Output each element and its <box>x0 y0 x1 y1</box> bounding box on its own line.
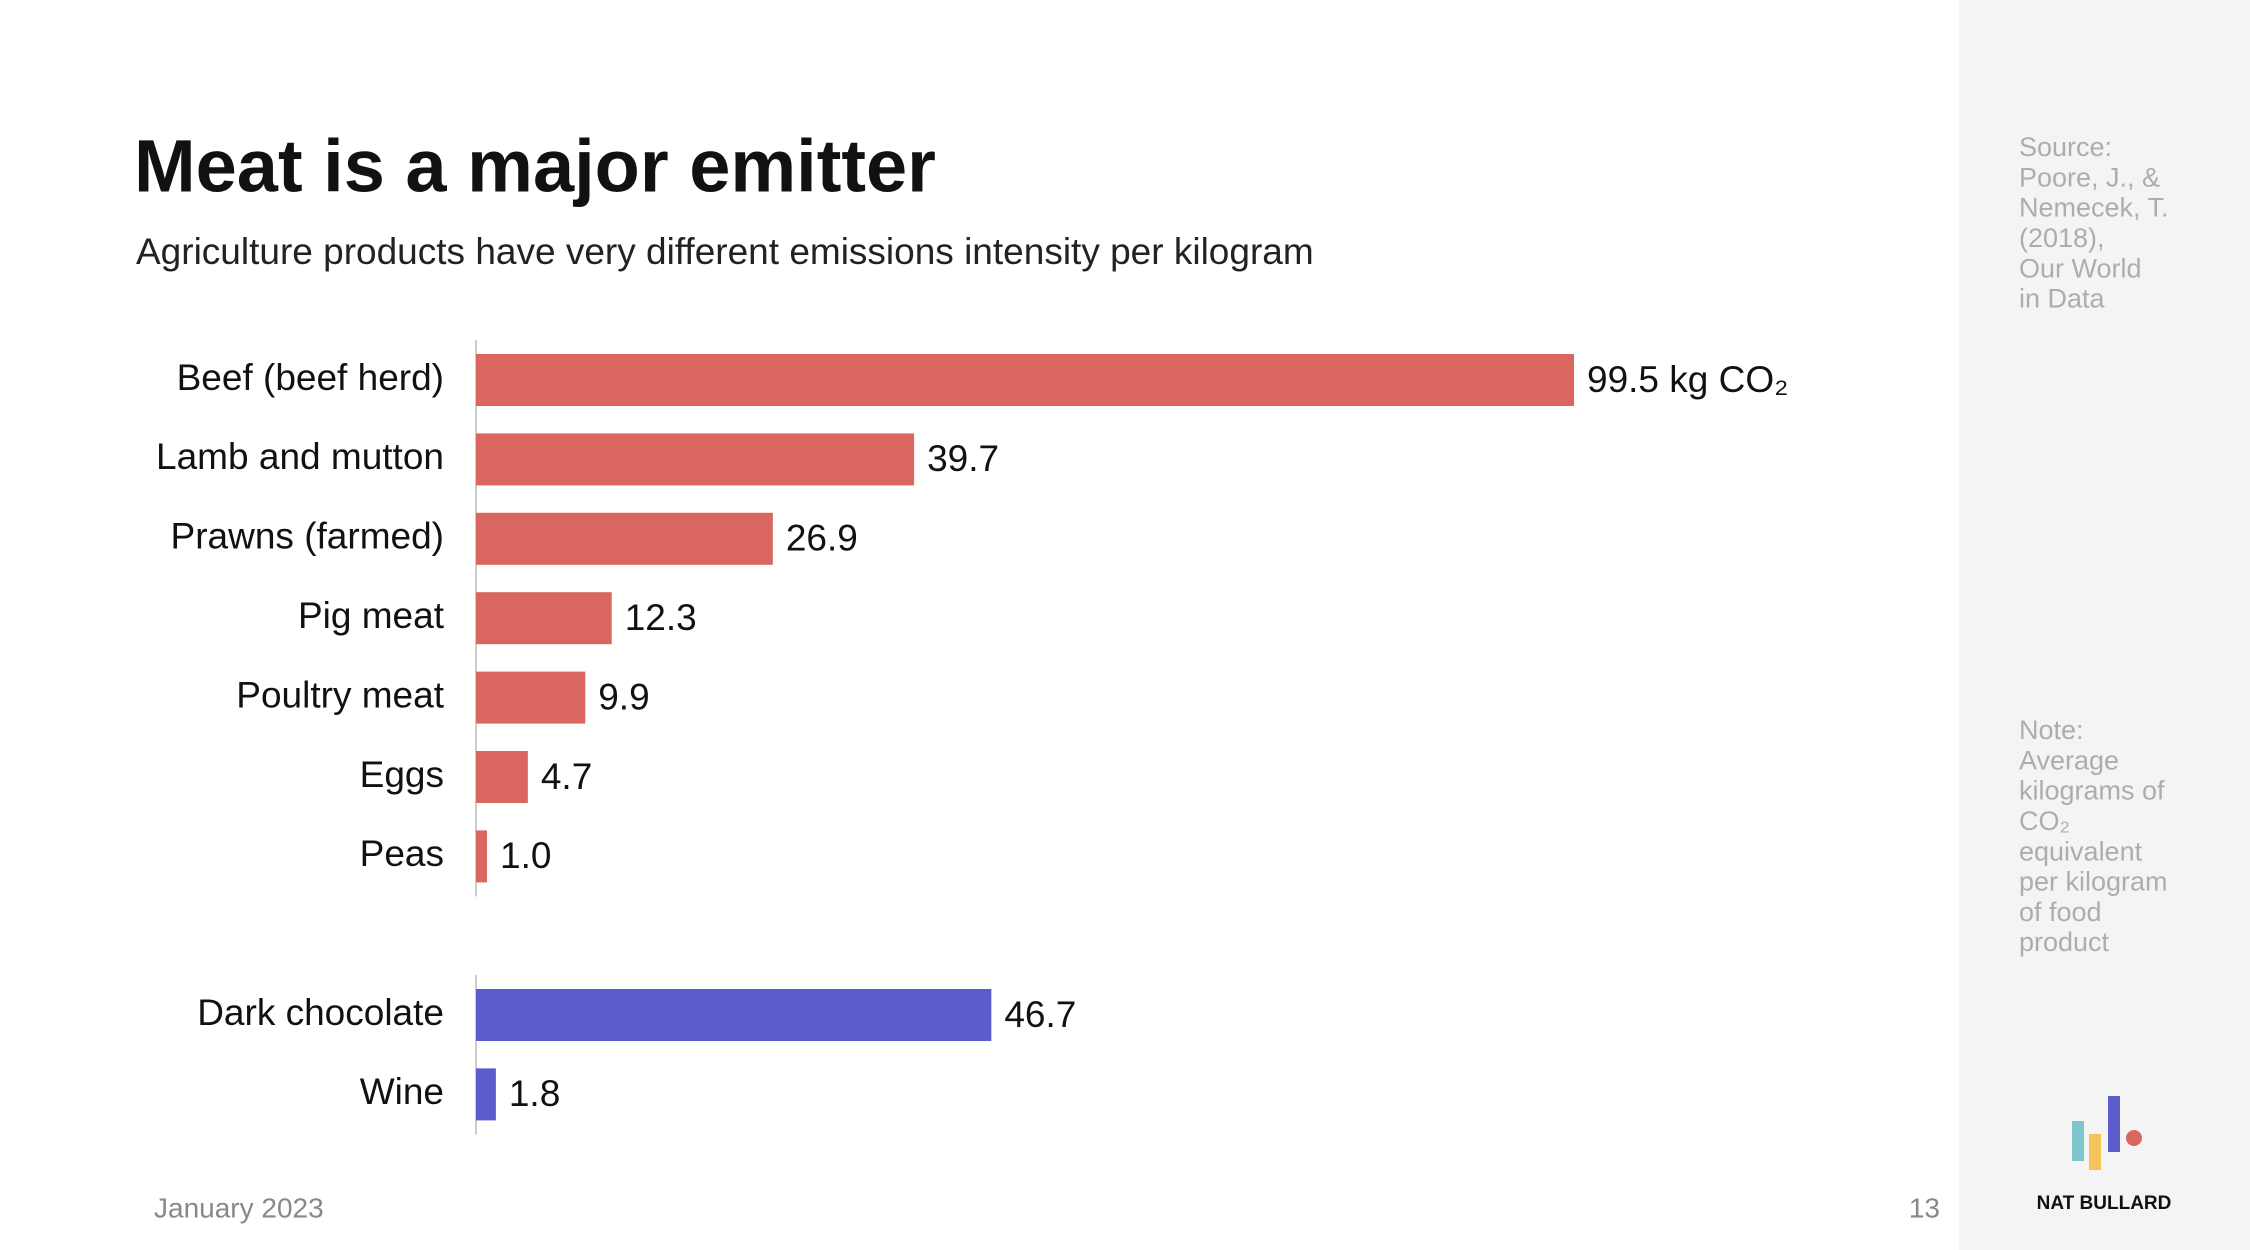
bar <box>476 830 488 883</box>
sidebar-source: Source: <box>2019 132 2112 162</box>
footer-date: January 2023 <box>154 1192 324 1223</box>
value-label: 4.7 <box>541 756 592 797</box>
value-label: 1.8 <box>509 1073 560 1114</box>
category-label: Pig meat <box>298 595 445 636</box>
bar <box>476 433 915 486</box>
sidebar-note: CO₂ <box>2019 806 2070 836</box>
category-label: Wine <box>360 1071 444 1112</box>
value-label: 9.9 <box>598 676 649 717</box>
sidebar-source: Poore, J., & <box>2019 162 2160 192</box>
sidebar-note: Note: <box>2019 715 2084 745</box>
sidebar-source: (2018), <box>2019 223 2105 253</box>
bar <box>476 671 586 724</box>
bar <box>476 989 992 1041</box>
logo-bar <box>2108 1096 2120 1152</box>
value-label: 1.0 <box>500 835 551 876</box>
category-label: Poultry meat <box>236 674 444 715</box>
value-label: 26.9 <box>786 518 858 559</box>
bar <box>476 592 612 645</box>
sidebar-panel <box>1959 0 2250 1250</box>
sidebar-note: equivalent <box>2019 836 2143 866</box>
category-label: Dark chocolate <box>197 992 444 1033</box>
sidebar-note: product <box>2019 927 2110 957</box>
category-label: Prawns (farmed) <box>171 516 444 557</box>
sidebar-source: Our World <box>2019 253 2142 283</box>
sidebar-note: per kilogram <box>2019 867 2168 897</box>
sidebar-note: Average <box>2019 745 2119 775</box>
brand: NAT BULLARD <box>2037 1193 2172 1214</box>
sidebar-source: Nemecek, T. <box>2019 193 2169 223</box>
logo <box>2072 1096 2142 1170</box>
value-label: 39.7 <box>927 438 999 479</box>
category-label: Lamb and mutton <box>156 436 444 477</box>
subtitle: Agriculture products have very different… <box>136 231 1314 272</box>
value-label: 46.7 <box>1004 994 1076 1035</box>
value-label: 99.5 kg CO₂ <box>1587 359 1789 400</box>
category-label: Beef (beef herd) <box>177 357 444 398</box>
category-label: Eggs <box>360 754 444 795</box>
bar <box>476 512 773 565</box>
value-label: 12.3 <box>625 597 697 638</box>
logo-dot <box>2126 1130 2142 1146</box>
sidebar-note: kilograms of <box>2019 776 2165 806</box>
bar <box>476 354 1574 406</box>
logo-bar <box>2072 1121 2084 1161</box>
sidebar-source: in Data <box>2019 284 2106 314</box>
bar <box>476 751 528 803</box>
page-number: 13 <box>1909 1192 1940 1223</box>
logo-bar <box>2089 1134 2101 1170</box>
bar <box>476 1068 496 1121</box>
title: Meat is a major emitter <box>134 125 936 208</box>
category-label: Peas <box>360 833 444 874</box>
sidebar-note: of food <box>2019 897 2102 927</box>
